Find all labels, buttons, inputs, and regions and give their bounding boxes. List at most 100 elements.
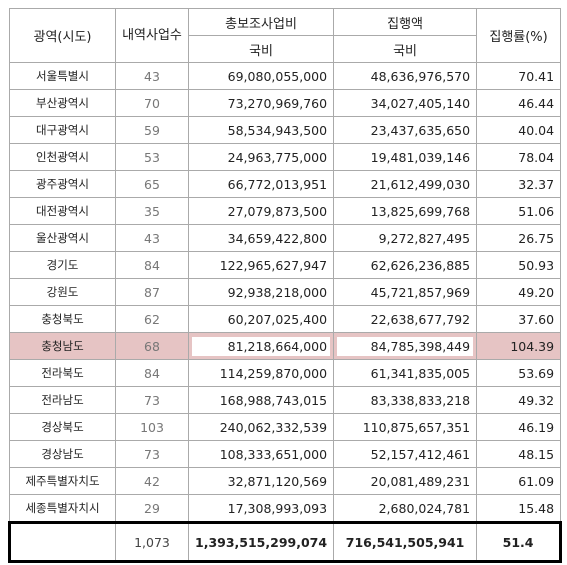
cell: 32.37: [476, 170, 562, 198]
cell-text: 68: [144, 338, 160, 354]
cell-text: 240,062,332,539: [219, 419, 328, 435]
cell: 전라남도: [9, 386, 116, 414]
cell: 강원도: [9, 278, 116, 306]
cell: 53: [115, 143, 189, 171]
cell-text: 서울특별시: [36, 69, 89, 83]
cell-text: 부산광역시: [36, 96, 89, 110]
cell-text: 46.44: [518, 95, 555, 111]
cell: 52,157,412,461: [333, 440, 478, 468]
cell-text: 104.39: [510, 338, 555, 354]
cell: 66,772,013,951: [187, 170, 335, 198]
cell-text: 110,875,657,351: [362, 419, 471, 435]
cell: 20,081,489,231: [333, 467, 478, 495]
cell: 43: [115, 224, 189, 252]
cell-text: 61.09: [518, 473, 555, 489]
total-cell: 1,073: [115, 521, 189, 563]
cell-text: 73: [144, 446, 160, 462]
cell-text: 9,272,827,495: [378, 230, 471, 246]
cell-text: 48.15: [518, 446, 555, 462]
cell: 122,965,627,947: [187, 251, 335, 279]
cell-text: 66,772,013,951: [227, 176, 328, 192]
data-row: 대전광역시 35 27,079,873,500 13,825,699,768 51.06: [9, 197, 562, 225]
cell-text: 전라남도: [41, 393, 84, 407]
cell-text: 122,965,627,947: [219, 257, 328, 273]
cell: 51.06: [476, 197, 562, 225]
header-sub-cell: 국비: [333, 35, 478, 63]
cell-text: 26.75: [518, 230, 555, 246]
cell-text: 70: [144, 95, 160, 111]
cell: 경상남도: [9, 440, 116, 468]
cell: 충청북도: [9, 305, 116, 333]
cell-text: 전라북도: [41, 366, 84, 380]
cell-text: 37.60: [518, 311, 555, 327]
cell-text: 충청남도: [41, 339, 84, 353]
cell: 광주광역시: [9, 170, 116, 198]
cell: 108,333,651,000: [187, 440, 335, 468]
cell-text: 19,481,039,146: [370, 149, 471, 165]
cell: 70: [115, 89, 189, 117]
cell: 48,636,976,570: [333, 62, 478, 90]
cell: 46.44: [476, 89, 562, 117]
cell: 경상북도: [9, 413, 116, 441]
cell: 84: [115, 251, 189, 279]
cell-text: 81,218,664,000: [192, 336, 331, 356]
header-sub-cell: 국비: [187, 35, 335, 63]
data-row: 전라남도 73 168,988,743,015 83,338,833,218 49.32: [9, 386, 562, 414]
cell: 32,871,120,569: [187, 467, 335, 495]
cell: 49.32: [476, 386, 562, 414]
total-row: 1,073 1,393,515,299,074 716,541,505,941 51.…: [8, 521, 563, 563]
cell-text: 43: [144, 230, 160, 246]
data-row: 광주광역시 65 66,772,013,951 21,612,499,030 32.37: [9, 170, 562, 198]
cell-text: 84: [144, 365, 160, 381]
data-row: 충청남도 68 81,218,664,000 84,785,398,449 104.39: [9, 332, 562, 360]
cell-text: 58,534,943,500: [227, 122, 328, 138]
cell-text: 15.48: [518, 500, 555, 516]
cell: 경기도: [9, 251, 116, 279]
cell-text: 2,680,024,781: [378, 500, 471, 516]
data-row: 울산광역시 43 34,659,422,800 9,272,827,495 26.75: [9, 224, 562, 252]
cell: 45,721,857,969: [333, 278, 478, 306]
cell-text: 65: [144, 176, 160, 192]
cell: 59: [115, 116, 189, 144]
cell: 29: [115, 494, 189, 523]
cell: 48.15: [476, 440, 562, 468]
cell: 서울특별시: [9, 62, 116, 90]
cell: 40.04: [476, 116, 562, 144]
cell-text: 32,871,120,569: [227, 473, 328, 489]
cell-text: 27,079,873,500: [227, 203, 328, 219]
header-sub-row: 국비 국비: [10, 35, 561, 63]
cell: 43: [115, 62, 189, 90]
cell: 27,079,873,500: [187, 197, 335, 225]
cell: 42: [115, 467, 189, 495]
cell-text: 51.06: [518, 203, 555, 219]
cell: 103: [115, 413, 189, 441]
data-row: 전라북도 84 114,259,870,000 61,341,835,005 53.69: [9, 359, 562, 387]
cell-text: 20,081,489,231: [370, 473, 471, 489]
total-cell: 51.4: [476, 521, 563, 563]
cell: 인천광역시: [9, 143, 116, 171]
cell: 70.41: [476, 62, 562, 90]
cell-text: 34,659,422,800: [227, 230, 328, 246]
cell-text: 울산광역시: [36, 231, 89, 245]
cell-text: 49.20: [518, 284, 555, 300]
data-row: 경상남도 73 108,333,651,000 52,157,412,461 48.15: [9, 440, 562, 468]
cell-text: 대구광역시: [36, 123, 89, 137]
cell-text: 59: [144, 122, 160, 138]
cell: 87: [115, 278, 189, 306]
cell-text: 53: [144, 149, 160, 165]
cell-text: 92,938,218,000: [227, 284, 328, 300]
cell: 78.04: [476, 143, 562, 171]
cell-text: 52,157,412,461: [370, 446, 471, 462]
cell: 13,825,699,768: [333, 197, 478, 225]
cell: 110,875,657,351: [333, 413, 478, 441]
data-row: 서울특별시 43 69,080,055,000 48,636,976,570 70.41: [9, 62, 562, 90]
cell: 34,659,422,800: [187, 224, 335, 252]
cell-text: 광주광역시: [36, 177, 89, 191]
cell-text: 69,080,055,000: [227, 68, 328, 84]
cell: 104.39: [476, 332, 562, 360]
cell-text: 84,785,398,449: [337, 336, 474, 356]
cell-text: 42: [144, 473, 160, 489]
cell: 73: [115, 386, 189, 414]
cell: 대전광역시: [9, 197, 116, 225]
cell-text: 48,636,976,570: [370, 68, 471, 84]
